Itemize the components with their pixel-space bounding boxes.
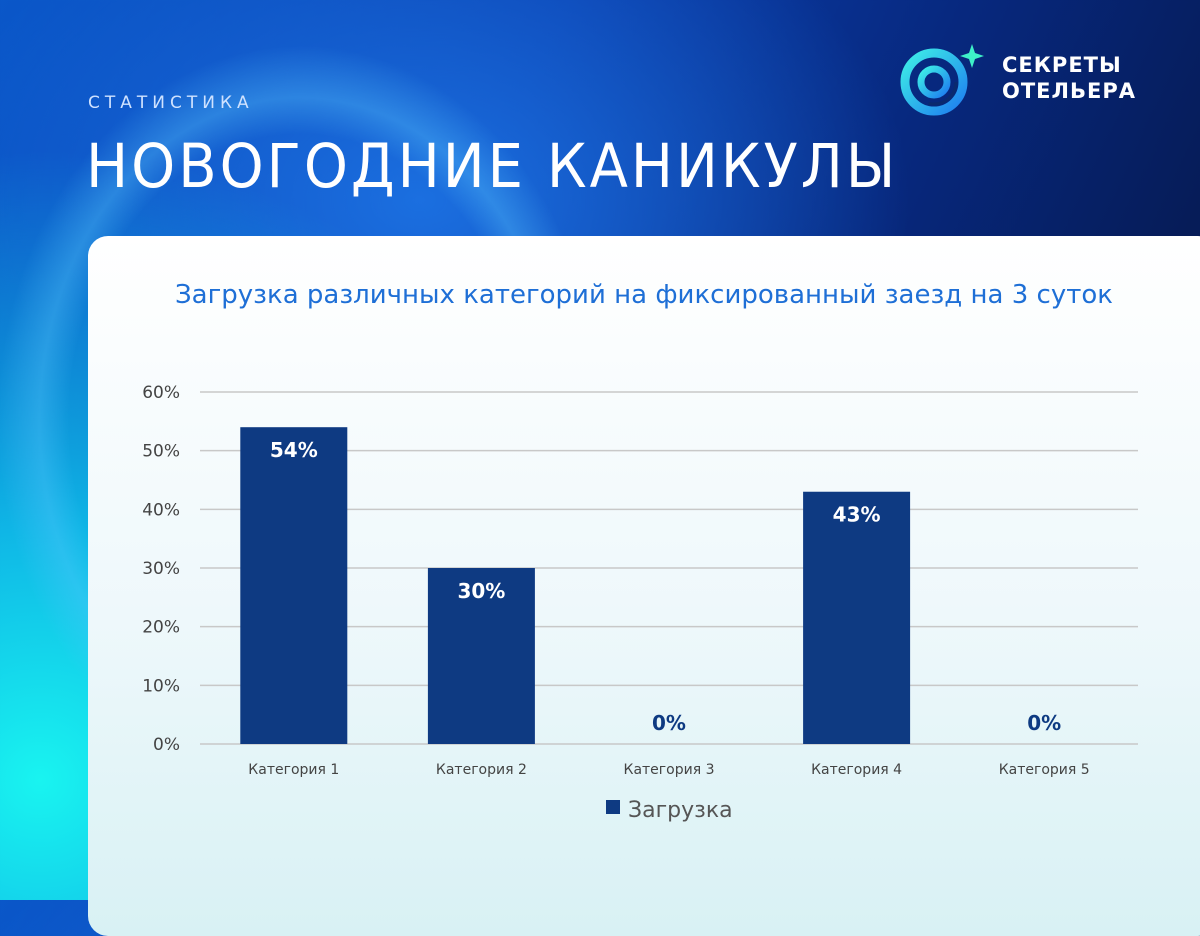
data-label: 43% <box>833 503 881 527</box>
legend-label: Загрузка <box>628 798 733 823</box>
y-tick-label: 40% <box>142 500 180 520</box>
category-label: Категория 3 <box>624 762 715 778</box>
y-tick-label: 20% <box>142 618 180 638</box>
bar <box>240 427 348 744</box>
bar-chart: 0% 10% 20% 30% 40% 50% 60% 54% Категория 1 30% Кат… <box>142 383 1138 823</box>
category-label: Категория 1 <box>248 762 339 778</box>
chart-title: Загрузка различных категорий на фиксиров… <box>175 280 1113 310</box>
sparkle-ring-icon <box>900 44 984 116</box>
data-label: 0% <box>1027 711 1061 735</box>
y-tick-label: 50% <box>142 442 180 462</box>
data-label: 30% <box>457 579 505 603</box>
eyebrow-label: СТАТИСТИКА <box>88 93 254 113</box>
logo-line-2: ОТЕЛЬЕРА <box>1002 79 1136 103</box>
brand-logo: СЕКРЕТЫ ОТЕЛЬЕРА <box>898 38 1158 118</box>
bar <box>803 491 911 744</box>
y-tick-label: 0% <box>153 735 180 755</box>
logo-line-1: СЕКРЕТЫ <box>1002 53 1122 77</box>
y-tick-label: 10% <box>142 676 180 696</box>
bar <box>427 568 535 744</box>
data-label: 0% <box>652 711 686 735</box>
data-label: 54% <box>270 438 318 462</box>
legend-swatch <box>606 800 620 814</box>
category-label: Категория 5 <box>999 762 1090 778</box>
category-label: Категория 2 <box>436 762 527 778</box>
page-title: НОВОГОДНИЕ КАНИКУЛЫ <box>86 132 899 203</box>
y-tick-label: 30% <box>142 559 180 579</box>
y-tick-label: 60% <box>142 383 180 403</box>
category-label: Категория 4 <box>811 762 902 778</box>
